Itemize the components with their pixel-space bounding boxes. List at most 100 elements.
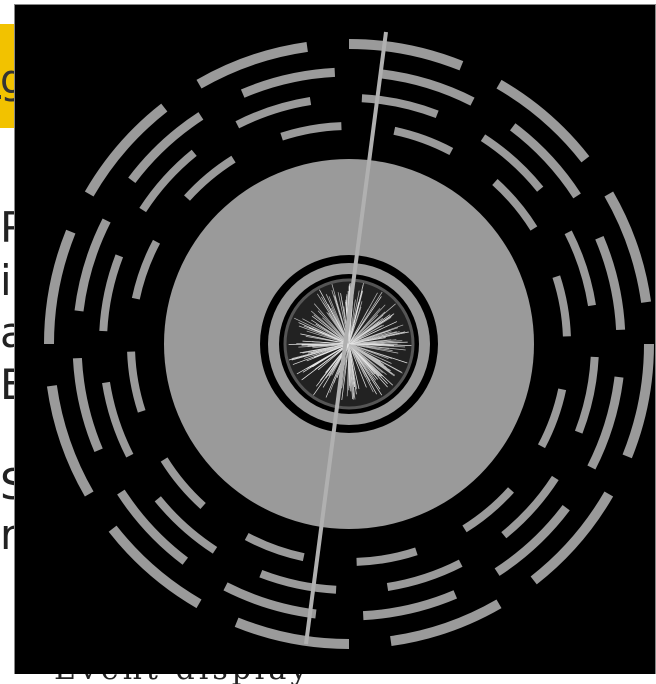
detector-segment (160, 457, 206, 509)
particle-track (348, 314, 384, 345)
particle-track (348, 343, 388, 388)
particle-track (300, 333, 350, 345)
detector-segment (84, 103, 168, 197)
detector-segment (393, 126, 454, 156)
detector-segment (480, 134, 544, 192)
particle-track (348, 343, 377, 372)
detector-outer-segments (43, 38, 655, 650)
background-bottom-caption: Event display (14, 674, 656, 684)
particle-track (302, 318, 350, 345)
particle-track (298, 325, 350, 345)
detector-segment (280, 122, 342, 141)
detector-segment (564, 230, 596, 307)
detector-segment (259, 569, 337, 594)
particle-track (348, 306, 362, 345)
particle-track (348, 343, 392, 364)
particle-track (291, 343, 350, 359)
particle-track (313, 303, 350, 345)
particle-track (348, 343, 366, 378)
detector-segment (127, 351, 146, 413)
particle-track (341, 343, 350, 389)
particle-track (302, 340, 350, 345)
detector-segment (139, 149, 197, 213)
particle-track (312, 343, 350, 349)
detector-segment (492, 179, 538, 231)
detector-segment (108, 525, 202, 609)
detector-segment (72, 357, 103, 453)
detector-segment (381, 69, 475, 106)
background-text-line-6: r (0, 510, 18, 559)
particle-track (348, 314, 391, 345)
detector-segment (46, 385, 94, 497)
detector-segment (509, 123, 581, 199)
particle-track (348, 343, 360, 389)
particle-track (348, 343, 389, 349)
particle-track (348, 343, 395, 377)
detector-segment (496, 79, 590, 163)
particle-track (348, 332, 383, 345)
particle-track (348, 343, 371, 382)
particle-tracks (288, 282, 412, 401)
detector-segment (595, 235, 626, 331)
detector-segment (240, 67, 336, 98)
detector-segment (361, 94, 439, 119)
detector-segment (102, 381, 134, 458)
detector-segment (386, 559, 463, 591)
particle-track (348, 343, 391, 346)
particle-track (348, 343, 352, 384)
detector-segment (128, 112, 204, 184)
detector-segment (462, 487, 514, 533)
detector-segment (223, 582, 317, 619)
particle-track (348, 343, 383, 396)
particle-track (348, 308, 369, 345)
detector-segment (356, 547, 418, 566)
particle-track (348, 321, 398, 345)
muon-track-line (304, 31, 388, 645)
detector-segment (604, 191, 652, 303)
detector-segment (235, 97, 312, 129)
detector-segment (362, 590, 458, 621)
particle-track (348, 337, 386, 345)
particle-track (311, 319, 350, 345)
detector-segment (131, 239, 161, 300)
particle-track (348, 317, 392, 345)
particle-track (310, 310, 350, 345)
detector-segment (537, 388, 567, 449)
detector-segment (43, 229, 76, 345)
detector-segment (244, 532, 305, 562)
particle-track (292, 343, 350, 365)
particle-track (348, 302, 359, 345)
detector-segment (234, 617, 350, 650)
detector-segment (494, 504, 570, 576)
particle-track (299, 343, 350, 354)
detector-segment (348, 38, 464, 71)
detector-segment (154, 496, 218, 554)
particle-track (348, 343, 357, 395)
detector-segment (501, 475, 559, 539)
detector-segment (530, 491, 614, 585)
detector-segment (117, 489, 189, 565)
particle-track (348, 343, 367, 388)
particle-track (348, 343, 377, 381)
detector-segment (196, 41, 308, 89)
particle-track (348, 343, 399, 354)
detector-segment (390, 599, 502, 647)
particle-track (308, 327, 350, 345)
particle-track (348, 324, 385, 345)
particle-track (348, 339, 392, 345)
detector-segment (74, 218, 111, 312)
detector-segment (622, 343, 655, 459)
detector-segment (184, 155, 236, 201)
particle-track (348, 296, 382, 345)
particle-track (294, 317, 350, 345)
particle-track (348, 343, 389, 360)
particle-track (348, 314, 379, 345)
particle-track (309, 343, 350, 368)
detector-segment (552, 275, 571, 337)
detector-event-display-image (43, 31, 655, 650)
particle-track (306, 330, 350, 345)
detector-segment (99, 254, 124, 332)
background-bottom-caption-text: Event display (54, 674, 311, 684)
detector-segment (587, 376, 624, 470)
detector-segment (574, 356, 599, 434)
